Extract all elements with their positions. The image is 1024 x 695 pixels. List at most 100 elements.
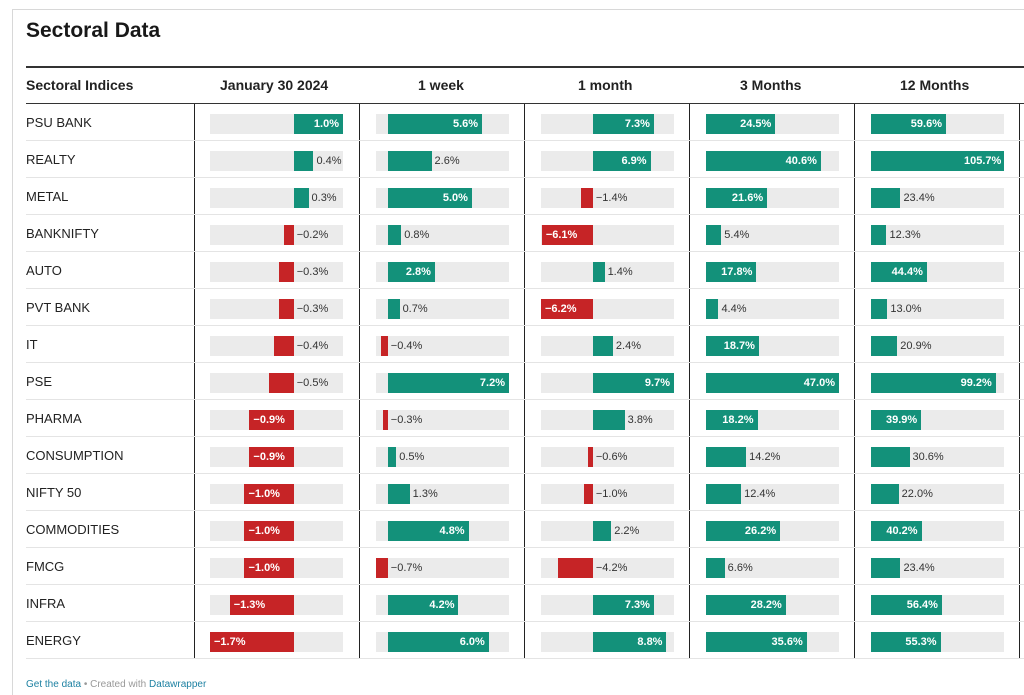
header-january-30-2024: January 30 2024 bbox=[220, 77, 329, 93]
cell-january-30-2024: −0.3% bbox=[210, 289, 343, 326]
bar-banknifty-1-month bbox=[541, 225, 593, 245]
cell-january-30-2024: 1.0% bbox=[210, 104, 343, 141]
bar-consumption-1-week bbox=[387, 447, 397, 467]
row-label: PSU BANK bbox=[26, 115, 92, 130]
bar-realty-1-month bbox=[592, 151, 651, 171]
data-label: 3.8% bbox=[627, 414, 653, 426]
data-label: 30.6% bbox=[912, 451, 944, 463]
bar-track bbox=[706, 225, 839, 245]
bar-commodities-3-months bbox=[706, 521, 781, 541]
cell-january-30-2024: −1.3% bbox=[210, 585, 343, 622]
cell-3-months: 26.2% bbox=[706, 511, 839, 548]
bar-it-1-week bbox=[381, 336, 388, 356]
table-row: PSE −0.5% 7.2% 9.7% 47.0% 99.2% bbox=[26, 363, 1024, 400]
data-label: 20.9% bbox=[900, 340, 932, 352]
data-label: −0.4% bbox=[296, 340, 329, 352]
bar-metal-1-week bbox=[387, 188, 472, 208]
cell-1-month: −1.0% bbox=[541, 474, 674, 511]
cell-3-months: 47.0% bbox=[706, 363, 839, 400]
cell-1-week: 0.5% bbox=[376, 437, 509, 474]
datawrapper-link[interactable]: Datawrapper bbox=[149, 679, 207, 690]
bar-track bbox=[376, 299, 509, 319]
bar-infra-1-week bbox=[387, 595, 459, 615]
bar-energy-1-week bbox=[387, 632, 489, 652]
cell-3-months: 6.6% bbox=[706, 548, 839, 585]
cell-3-months: 5.4% bbox=[706, 215, 839, 252]
bar-infra-1-month bbox=[592, 595, 654, 615]
data-label: −0.7% bbox=[390, 562, 423, 574]
bar-energy-12-months bbox=[871, 632, 941, 652]
bar-energy-1-month bbox=[592, 632, 667, 652]
cell-1-week: 6.0% bbox=[376, 622, 509, 659]
cell-12-months: 13.0% bbox=[871, 289, 1004, 326]
table-row: ENERGY −1.7% 6.0% 8.8% 35.6% 55.3% bbox=[26, 622, 1024, 659]
data-label: 7.2% bbox=[479, 377, 505, 389]
data-label: 17.8% bbox=[721, 266, 753, 278]
cell-1-month: 7.3% bbox=[541, 585, 674, 622]
cell-3-months: 12.4% bbox=[706, 474, 839, 511]
bar-auto-january-30-2024 bbox=[278, 262, 294, 282]
bar-pvt-bank-1-week bbox=[387, 299, 400, 319]
data-label: 23.4% bbox=[903, 192, 935, 204]
bar-psu-bank-1-week bbox=[387, 114, 483, 134]
bar-track bbox=[871, 188, 1004, 208]
row-divider bbox=[26, 658, 1024, 659]
cell-1-week: −0.3% bbox=[376, 400, 509, 437]
bar-consumption-12-months bbox=[871, 447, 910, 467]
data-label: −1.7% bbox=[214, 636, 246, 648]
cell-3-months: 28.2% bbox=[706, 585, 839, 622]
bar-metal-1-month bbox=[581, 188, 593, 208]
bar-pse-january-30-2024 bbox=[269, 373, 294, 393]
bar-nifty-50-3-months bbox=[706, 484, 742, 504]
bar-metal-3-months bbox=[706, 188, 768, 208]
data-label: −1.0% bbox=[248, 488, 280, 500]
cell-january-30-2024: 0.4% bbox=[210, 141, 343, 178]
row-divider bbox=[26, 621, 1024, 622]
bar-metal-january-30-2024 bbox=[293, 188, 309, 208]
cell-january-30-2024: −1.0% bbox=[210, 548, 343, 585]
data-label: −0.3% bbox=[390, 414, 423, 426]
data-label: −0.4% bbox=[390, 340, 423, 352]
column-divider bbox=[854, 104, 855, 659]
data-label: 40.2% bbox=[886, 525, 918, 537]
bar-energy-january-30-2024 bbox=[210, 632, 294, 652]
bar-pvt-bank-january-30-2024 bbox=[278, 299, 294, 319]
cell-3-months: 4.4% bbox=[706, 289, 839, 326]
data-label: 1.3% bbox=[412, 488, 438, 500]
bar-psu-bank-3-months bbox=[706, 114, 776, 134]
row-label: FMCG bbox=[26, 559, 65, 574]
get-the-data-link[interactable]: Get the data bbox=[26, 679, 82, 690]
row-label: PSE bbox=[26, 374, 53, 389]
cell-january-30-2024: −0.3% bbox=[210, 252, 343, 289]
cell-1-week: −0.4% bbox=[376, 326, 509, 363]
bar-pharma-3-months bbox=[706, 410, 758, 430]
cell-january-30-2024: −0.9% bbox=[210, 437, 343, 474]
table-row: COMMODITIES −1.0% 4.8% 2.2% 26.2% 40.2% bbox=[26, 511, 1024, 548]
bar-banknifty-1-week bbox=[387, 225, 402, 245]
data-label: 99.2% bbox=[960, 377, 992, 389]
row-divider bbox=[26, 325, 1024, 326]
data-label: −1.0% bbox=[248, 525, 280, 537]
cell-3-months: 18.7% bbox=[706, 326, 839, 363]
bar-track bbox=[210, 262, 343, 282]
cell-1-week: 2.6% bbox=[376, 141, 509, 178]
row-divider bbox=[26, 251, 1024, 252]
data-label: −0.3% bbox=[296, 266, 329, 278]
data-label: 47.0% bbox=[803, 377, 835, 389]
cell-12-months: 20.9% bbox=[871, 326, 1004, 363]
bar-fmcg-3-months bbox=[706, 558, 725, 578]
bar-pse-1-week bbox=[387, 373, 509, 393]
data-label: 59.6% bbox=[910, 118, 942, 130]
data-label: −1.0% bbox=[595, 488, 628, 500]
data-label: −1.0% bbox=[248, 562, 280, 574]
cell-1-month: 2.2% bbox=[541, 511, 674, 548]
bar-fmcg-1-week bbox=[376, 558, 388, 578]
bar-it-12-months bbox=[871, 336, 898, 356]
row-label: PHARMA bbox=[26, 411, 82, 426]
cell-12-months: 23.4% bbox=[871, 178, 1004, 215]
cell-january-30-2024: −1.0% bbox=[210, 511, 343, 548]
row-label: CONSUMPTION bbox=[26, 448, 124, 463]
data-label: 6.0% bbox=[459, 636, 485, 648]
data-label: −6.2% bbox=[545, 303, 577, 315]
row-divider bbox=[26, 399, 1024, 400]
